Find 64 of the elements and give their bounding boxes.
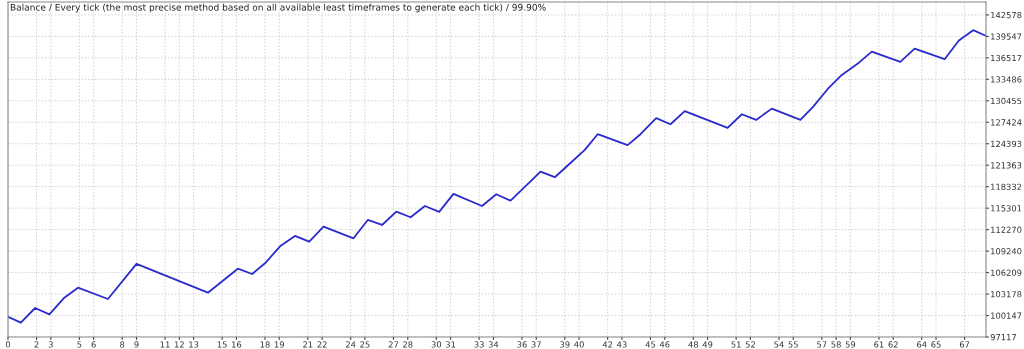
y-tick-label: 118332 — [991, 183, 1022, 190]
x-tick-label: 6 — [91, 341, 96, 348]
x-tick-label: 28 — [403, 341, 413, 348]
y-tick-label: 100147 — [991, 312, 1022, 319]
x-tick-label: 59 — [845, 341, 856, 348]
y-tick-label: 127424 — [991, 119, 1022, 126]
x-tick-label: 13 — [189, 341, 199, 348]
x-tick-label: 9 — [134, 341, 139, 348]
x-tick-label: 61 — [874, 341, 884, 348]
x-tick-label: 24 — [345, 341, 356, 348]
x-tick-label: 48 — [688, 341, 699, 348]
x-tick-label: 57 — [817, 341, 827, 348]
x-tick-label: 11 — [160, 341, 170, 348]
x-tick-label: 33 — [474, 341, 484, 348]
x-tick-label: 54 — [774, 341, 784, 348]
x-tick-label: 18 — [260, 341, 270, 348]
y-tick-label: 97117 — [990, 333, 1016, 341]
x-tick-label: 34 — [488, 341, 499, 348]
x-tick-label: 16 — [232, 341, 242, 348]
y-tick-label: 112270 — [991, 226, 1022, 233]
x-tick-label: 43 — [617, 341, 627, 348]
x-tick-label: 25 — [360, 341, 370, 348]
x-tick-label: 8 — [120, 341, 125, 348]
y-tick-label: 103178 — [991, 291, 1022, 298]
x-tick-label: 22 — [317, 341, 327, 348]
x-tick-label: 62 — [888, 341, 898, 348]
line-series — [8, 29, 986, 324]
x-tick-label: 19 — [274, 341, 284, 348]
x-tick-label: 36 — [517, 341, 527, 348]
x-tick-label: 5 — [77, 341, 82, 348]
x-tick-label: 55 — [788, 341, 798, 348]
y-tick-label: 136517 — [991, 54, 1022, 62]
x-tick-label: 39 — [560, 341, 570, 348]
x-tick-label: 49 — [702, 341, 713, 348]
x-tick-label: 30 — [431, 341, 442, 348]
y-tick-label: 133486 — [991, 76, 1022, 83]
x-tick-label: 0 — [5, 341, 11, 348]
x-tick-label: 46 — [659, 341, 670, 348]
x-tick-label: 3 — [48, 341, 53, 348]
x-tick-label: 58 — [831, 341, 841, 348]
y-tick-label: 121363 — [991, 162, 1022, 169]
y-tick-label: 115301 — [991, 205, 1022, 212]
y-tick-label: 124393 — [991, 140, 1022, 148]
x-tick-label: 37 — [531, 341, 541, 348]
x-tick-label: 42 — [602, 341, 613, 348]
x-tick-label: 45 — [645, 341, 656, 348]
x-tick-label: 51 — [731, 341, 741, 348]
y-tick-label: 139547 — [991, 33, 1022, 40]
x-tick-label: 65 — [931, 341, 941, 348]
x-tick-label: 67 — [959, 341, 970, 348]
x-tick-label: 64 — [917, 341, 927, 348]
x-tick-label: 15 — [217, 341, 227, 348]
x-tick-label: 40 — [574, 341, 584, 348]
y-tick-label: 109240 — [991, 248, 1022, 255]
y-tick-label: 106209 — [991, 269, 1022, 276]
chart-title: Balance / Every tick (the most precise method based on all available least timeframes to generate each tick) / 99.90% — [10, 3, 546, 13]
x-tick-label: 2 — [34, 341, 39, 348]
y-tick-label: 130455 — [991, 97, 1022, 105]
y-tick-label: 142578 — [991, 11, 1022, 19]
x-tick-label: 27 — [388, 341, 399, 348]
x-tick-label: 31 — [445, 341, 456, 348]
x-tick-label: 12 — [174, 341, 184, 348]
x-tick-label: 21 — [303, 341, 313, 348]
x-tick-label: 52 — [745, 341, 755, 348]
